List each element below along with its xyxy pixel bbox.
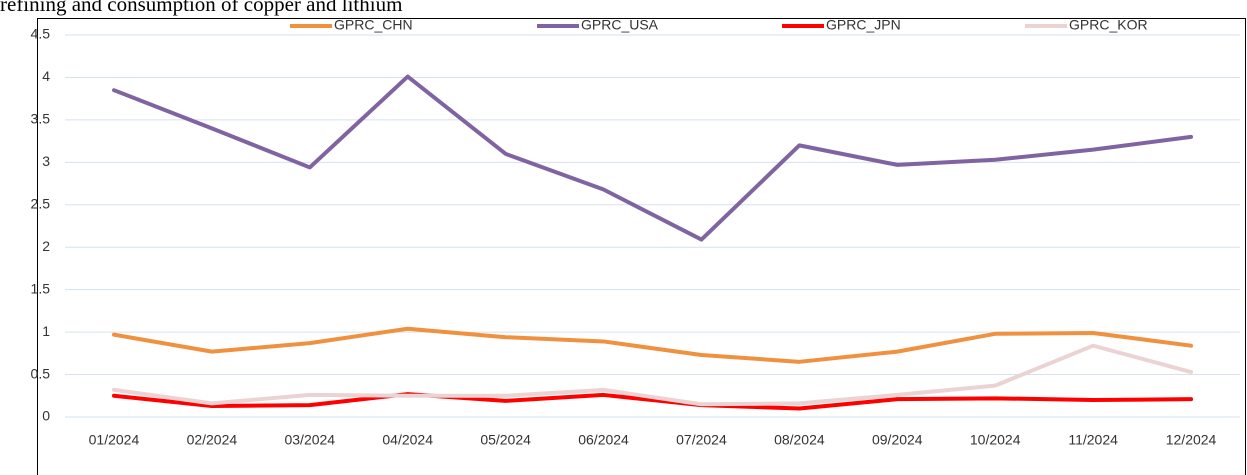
x-tick-label: 04/2024 bbox=[382, 432, 433, 448]
x-tick-label: 06/2024 bbox=[578, 432, 629, 448]
x-tick-label: 09/2024 bbox=[872, 432, 923, 448]
x-tick-label: 08/2024 bbox=[774, 432, 825, 448]
y-tick-label: 0.5 bbox=[31, 365, 51, 381]
legend-label: GPRC_USA bbox=[581, 17, 659, 33]
legend-label: GPRC_KOR bbox=[1069, 17, 1148, 33]
x-tick-label: 03/2024 bbox=[284, 432, 335, 448]
y-tick-label: 3 bbox=[42, 153, 50, 169]
y-tick-label: 3.5 bbox=[31, 111, 51, 127]
y-tick-label: 4 bbox=[42, 68, 50, 84]
y-tick-label: 2.5 bbox=[31, 195, 51, 211]
series-line bbox=[111, 392, 1194, 411]
y-tick-label: 2 bbox=[42, 238, 50, 254]
caption: refining and consumption of copper and l… bbox=[0, 0, 402, 16]
x-tick-label: 01/2024 bbox=[89, 432, 140, 448]
y-tick-label: 1 bbox=[42, 323, 50, 339]
y-tick-label: 4.5 bbox=[31, 26, 51, 42]
x-tick-label: 12/2024 bbox=[1166, 432, 1217, 448]
chart-frame bbox=[37, 18, 1246, 475]
x-tick-label: 02/2024 bbox=[187, 432, 238, 448]
y-tick-label: 0 bbox=[42, 408, 50, 424]
series-line bbox=[111, 326, 1194, 364]
x-tick-label: 11/2024 bbox=[1068, 432, 1118, 448]
series-line bbox=[111, 74, 1194, 242]
legend-label: GPRC_JPN bbox=[826, 17, 901, 33]
legend-label: GPRC_CHN bbox=[334, 17, 413, 33]
y-tick-label: 1.5 bbox=[31, 280, 51, 296]
x-tick-label: 10/2024 bbox=[970, 432, 1021, 448]
series-line bbox=[111, 343, 1194, 407]
x-tick-label: 05/2024 bbox=[480, 432, 531, 448]
x-tick-label: 07/2024 bbox=[676, 432, 727, 448]
